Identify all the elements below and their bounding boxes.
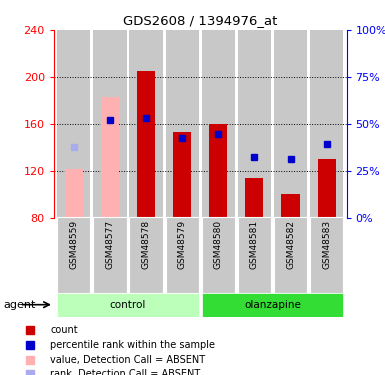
Bar [166,217,199,292]
Bar [129,30,162,217]
Text: olanzapine: olanzapine [244,300,301,310]
Text: GSM48580: GSM48580 [214,220,223,269]
Bar [93,217,127,292]
Text: GSM48582: GSM48582 [286,220,295,269]
Text: count: count [50,325,78,335]
Bar [57,30,90,217]
Bar [310,30,343,217]
Bar [202,292,343,317]
Bar [281,194,300,217]
Bar [93,30,127,217]
Text: GSM48579: GSM48579 [177,220,187,269]
Bar [65,170,83,217]
Bar [274,217,307,292]
Text: percentile rank within the sample: percentile rank within the sample [50,340,216,350]
Bar [245,178,263,218]
Text: GSM48578: GSM48578 [142,220,151,269]
Bar [202,217,235,292]
Bar [57,217,90,292]
Text: agent: agent [4,300,36,309]
Text: GSM48559: GSM48559 [69,220,78,269]
Text: GSM48581: GSM48581 [250,220,259,269]
Title: GDS2608 / 1394976_at: GDS2608 / 1394976_at [123,15,277,27]
Text: GSM48577: GSM48577 [105,220,114,269]
Bar [209,124,227,218]
Bar [129,217,162,292]
Bar [101,97,119,218]
Bar [274,30,307,217]
Bar [202,30,235,217]
Text: GSM48583: GSM48583 [322,220,331,269]
Bar [238,30,271,217]
Bar [310,217,343,292]
Text: control: control [110,300,146,310]
Bar [57,292,199,317]
Text: value, Detection Call = ABSENT: value, Detection Call = ABSENT [50,355,206,365]
Text: rank, Detection Call = ABSENT: rank, Detection Call = ABSENT [50,369,201,375]
Bar [318,159,336,218]
Bar [166,30,199,217]
Bar [238,217,271,292]
Bar [137,71,155,217]
Bar [173,132,191,218]
